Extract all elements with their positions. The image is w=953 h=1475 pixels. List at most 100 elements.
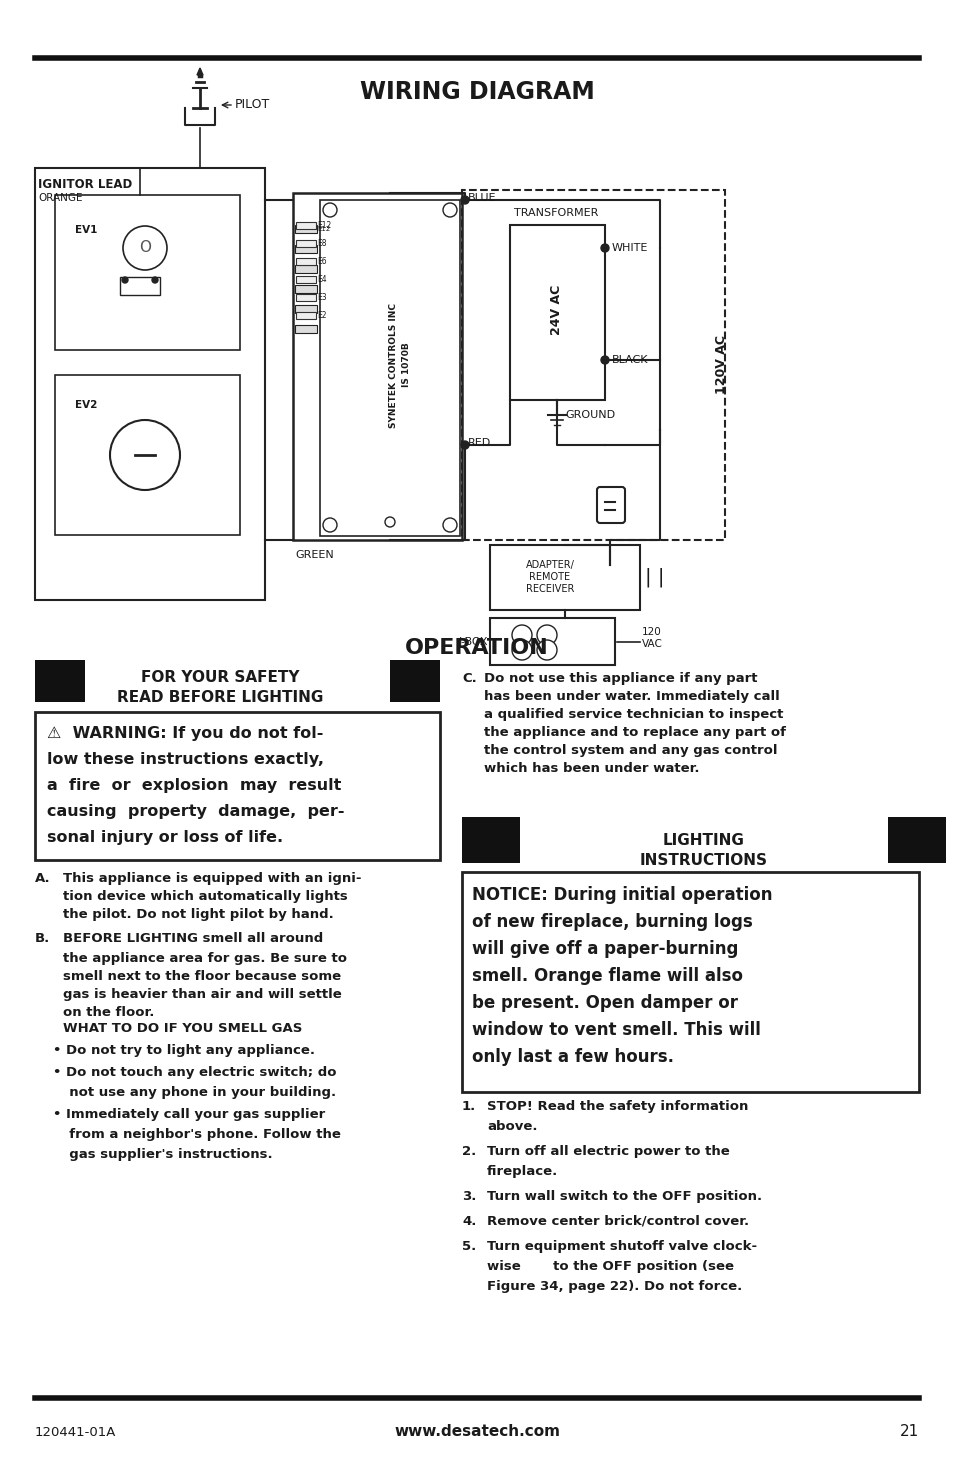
Text: BEFORE LIGHTING smell all around: BEFORE LIGHTING smell all around — [63, 932, 323, 945]
Text: C.: C. — [461, 673, 476, 684]
Text: www.desatech.com: www.desatech.com — [394, 1425, 559, 1440]
Bar — [319, 201, 459, 535]
Bar — [461, 817, 519, 863]
Text: A.: A. — [35, 872, 51, 885]
Text: ORANGE: ORANGE — [38, 193, 82, 204]
Text: be present. Open damper or: be present. Open damper or — [472, 994, 738, 1012]
Text: Figure 34, page 22). Do not force.: Figure 34, page 22). Do not force. — [486, 1280, 741, 1294]
Bar — [294, 324, 316, 333]
Bar — [295, 294, 315, 301]
Text: smell. Orange flame will also: smell. Orange flame will also — [472, 968, 742, 985]
Text: of new fireplace, burning logs: of new fireplace, burning logs — [472, 913, 752, 931]
Circle shape — [442, 518, 456, 532]
Text: EV1: EV1 — [75, 226, 97, 235]
Text: E8: E8 — [316, 239, 326, 248]
Bar — [294, 245, 316, 254]
Text: 5.: 5. — [461, 1240, 476, 1252]
Circle shape — [323, 204, 336, 217]
Text: 4.: 4. — [461, 1215, 476, 1229]
Circle shape — [600, 243, 608, 252]
Text: B.: B. — [35, 932, 51, 945]
Bar — [461, 872, 918, 1092]
Bar — [295, 258, 315, 266]
Text: Turn off all electric power to the: Turn off all electric power to the — [486, 1145, 729, 1158]
Text: This appliance is equipped with an igni-
tion device which automatically lights
: This appliance is equipped with an igni-… — [63, 872, 361, 920]
Bar — [35, 168, 265, 600]
Text: E12: E12 — [316, 220, 331, 230]
Bar — [461, 190, 724, 540]
Text: • Immediately call your gas supplier: • Immediately call your gas supplier — [53, 1108, 325, 1121]
Bar — [55, 375, 240, 535]
Text: EV2: EV2 — [75, 400, 97, 410]
Text: PILOT: PILOT — [234, 99, 270, 112]
Text: E4: E4 — [316, 274, 326, 283]
Text: • Do not touch any electric switch; do: • Do not touch any electric switch; do — [53, 1066, 336, 1080]
Bar — [295, 313, 315, 319]
Bar — [295, 240, 315, 246]
Text: J-BOX: J-BOX — [458, 637, 488, 648]
Text: 120441-01A: 120441-01A — [35, 1425, 116, 1438]
Text: OPERATION: OPERATION — [405, 639, 548, 658]
Text: RED: RED — [468, 438, 491, 448]
Text: NOTICE: During initial operation: NOTICE: During initial operation — [472, 886, 772, 904]
Text: a  fire  or  explosion  may  result: a fire or explosion may result — [47, 777, 341, 794]
Text: 3.: 3. — [461, 1190, 476, 1204]
Text: causing  property  damage,  per-: causing property damage, per- — [47, 804, 344, 819]
Text: 1.: 1. — [461, 1100, 476, 1114]
Circle shape — [512, 640, 532, 659]
Circle shape — [537, 640, 557, 659]
Bar — [35, 712, 439, 860]
Text: FOR YOUR SAFETY: FOR YOUR SAFETY — [141, 670, 299, 684]
Text: WIRING DIAGRAM: WIRING DIAGRAM — [359, 80, 594, 105]
Circle shape — [460, 196, 469, 204]
Bar — [293, 193, 461, 540]
Text: Turn equipment shutoff valve clock-: Turn equipment shutoff valve clock- — [486, 1240, 757, 1252]
Text: wise       to the OFF position (see: wise to the OFF position (see — [486, 1260, 733, 1273]
Bar — [390, 659, 439, 702]
Text: 2.: 2. — [461, 1145, 476, 1158]
Text: 120V AC: 120V AC — [715, 335, 728, 394]
Text: E2: E2 — [316, 311, 326, 320]
Text: GROUND: GROUND — [564, 410, 615, 420]
Bar — [35, 659, 85, 702]
Bar — [510, 226, 604, 400]
Text: not use any phone in your building.: not use any phone in your building. — [60, 1086, 335, 1099]
Bar — [294, 266, 316, 273]
Bar — [294, 285, 316, 294]
Circle shape — [460, 441, 469, 448]
Text: BLUE: BLUE — [468, 193, 496, 204]
Circle shape — [123, 226, 167, 270]
Circle shape — [442, 204, 456, 217]
Text: GREEN: GREEN — [294, 550, 334, 560]
Text: Remove center brick/control cover.: Remove center brick/control cover. — [486, 1215, 748, 1229]
Bar — [490, 618, 615, 665]
Text: above.: above. — [486, 1120, 537, 1133]
Text: INSTRUCTIONS: INSTRUCTIONS — [639, 853, 767, 867]
Text: window to vent smell. This will: window to vent smell. This will — [472, 1021, 760, 1038]
Text: O: O — [139, 240, 151, 255]
Text: ADAPTER/
REMOTE
RECEIVER: ADAPTER/ REMOTE RECEIVER — [525, 559, 574, 594]
Bar — [120, 277, 160, 295]
Circle shape — [537, 625, 557, 645]
Polygon shape — [196, 68, 203, 75]
Text: SYNETEK CONTROLS INC
IS 1070B: SYNETEK CONTROLS INC IS 1070B — [389, 302, 411, 428]
Bar — [887, 817, 945, 863]
Text: fireplace.: fireplace. — [486, 1165, 558, 1179]
Circle shape — [122, 277, 128, 283]
Text: E6: E6 — [316, 257, 326, 266]
Text: low these instructions exactly,: low these instructions exactly, — [47, 752, 324, 767]
Circle shape — [152, 277, 158, 283]
Text: only last a few hours.: only last a few hours. — [472, 1049, 673, 1066]
Circle shape — [600, 355, 608, 364]
Text: WHITE: WHITE — [612, 243, 648, 254]
Text: sonal injury or loss of life.: sonal injury or loss of life. — [47, 830, 283, 845]
Bar — [295, 223, 315, 229]
Text: • Do not try to light any appliance.: • Do not try to light any appliance. — [53, 1044, 314, 1058]
Text: TRANSFORMER: TRANSFORMER — [514, 208, 598, 218]
Text: ⚠  WARNING: If you do not fol-: ⚠ WARNING: If you do not fol- — [47, 726, 323, 740]
Circle shape — [110, 420, 180, 490]
Text: 24V AC: 24V AC — [550, 285, 563, 335]
Bar — [294, 305, 316, 313]
Text: E3: E3 — [316, 292, 326, 301]
Text: E12: E12 — [316, 226, 330, 232]
